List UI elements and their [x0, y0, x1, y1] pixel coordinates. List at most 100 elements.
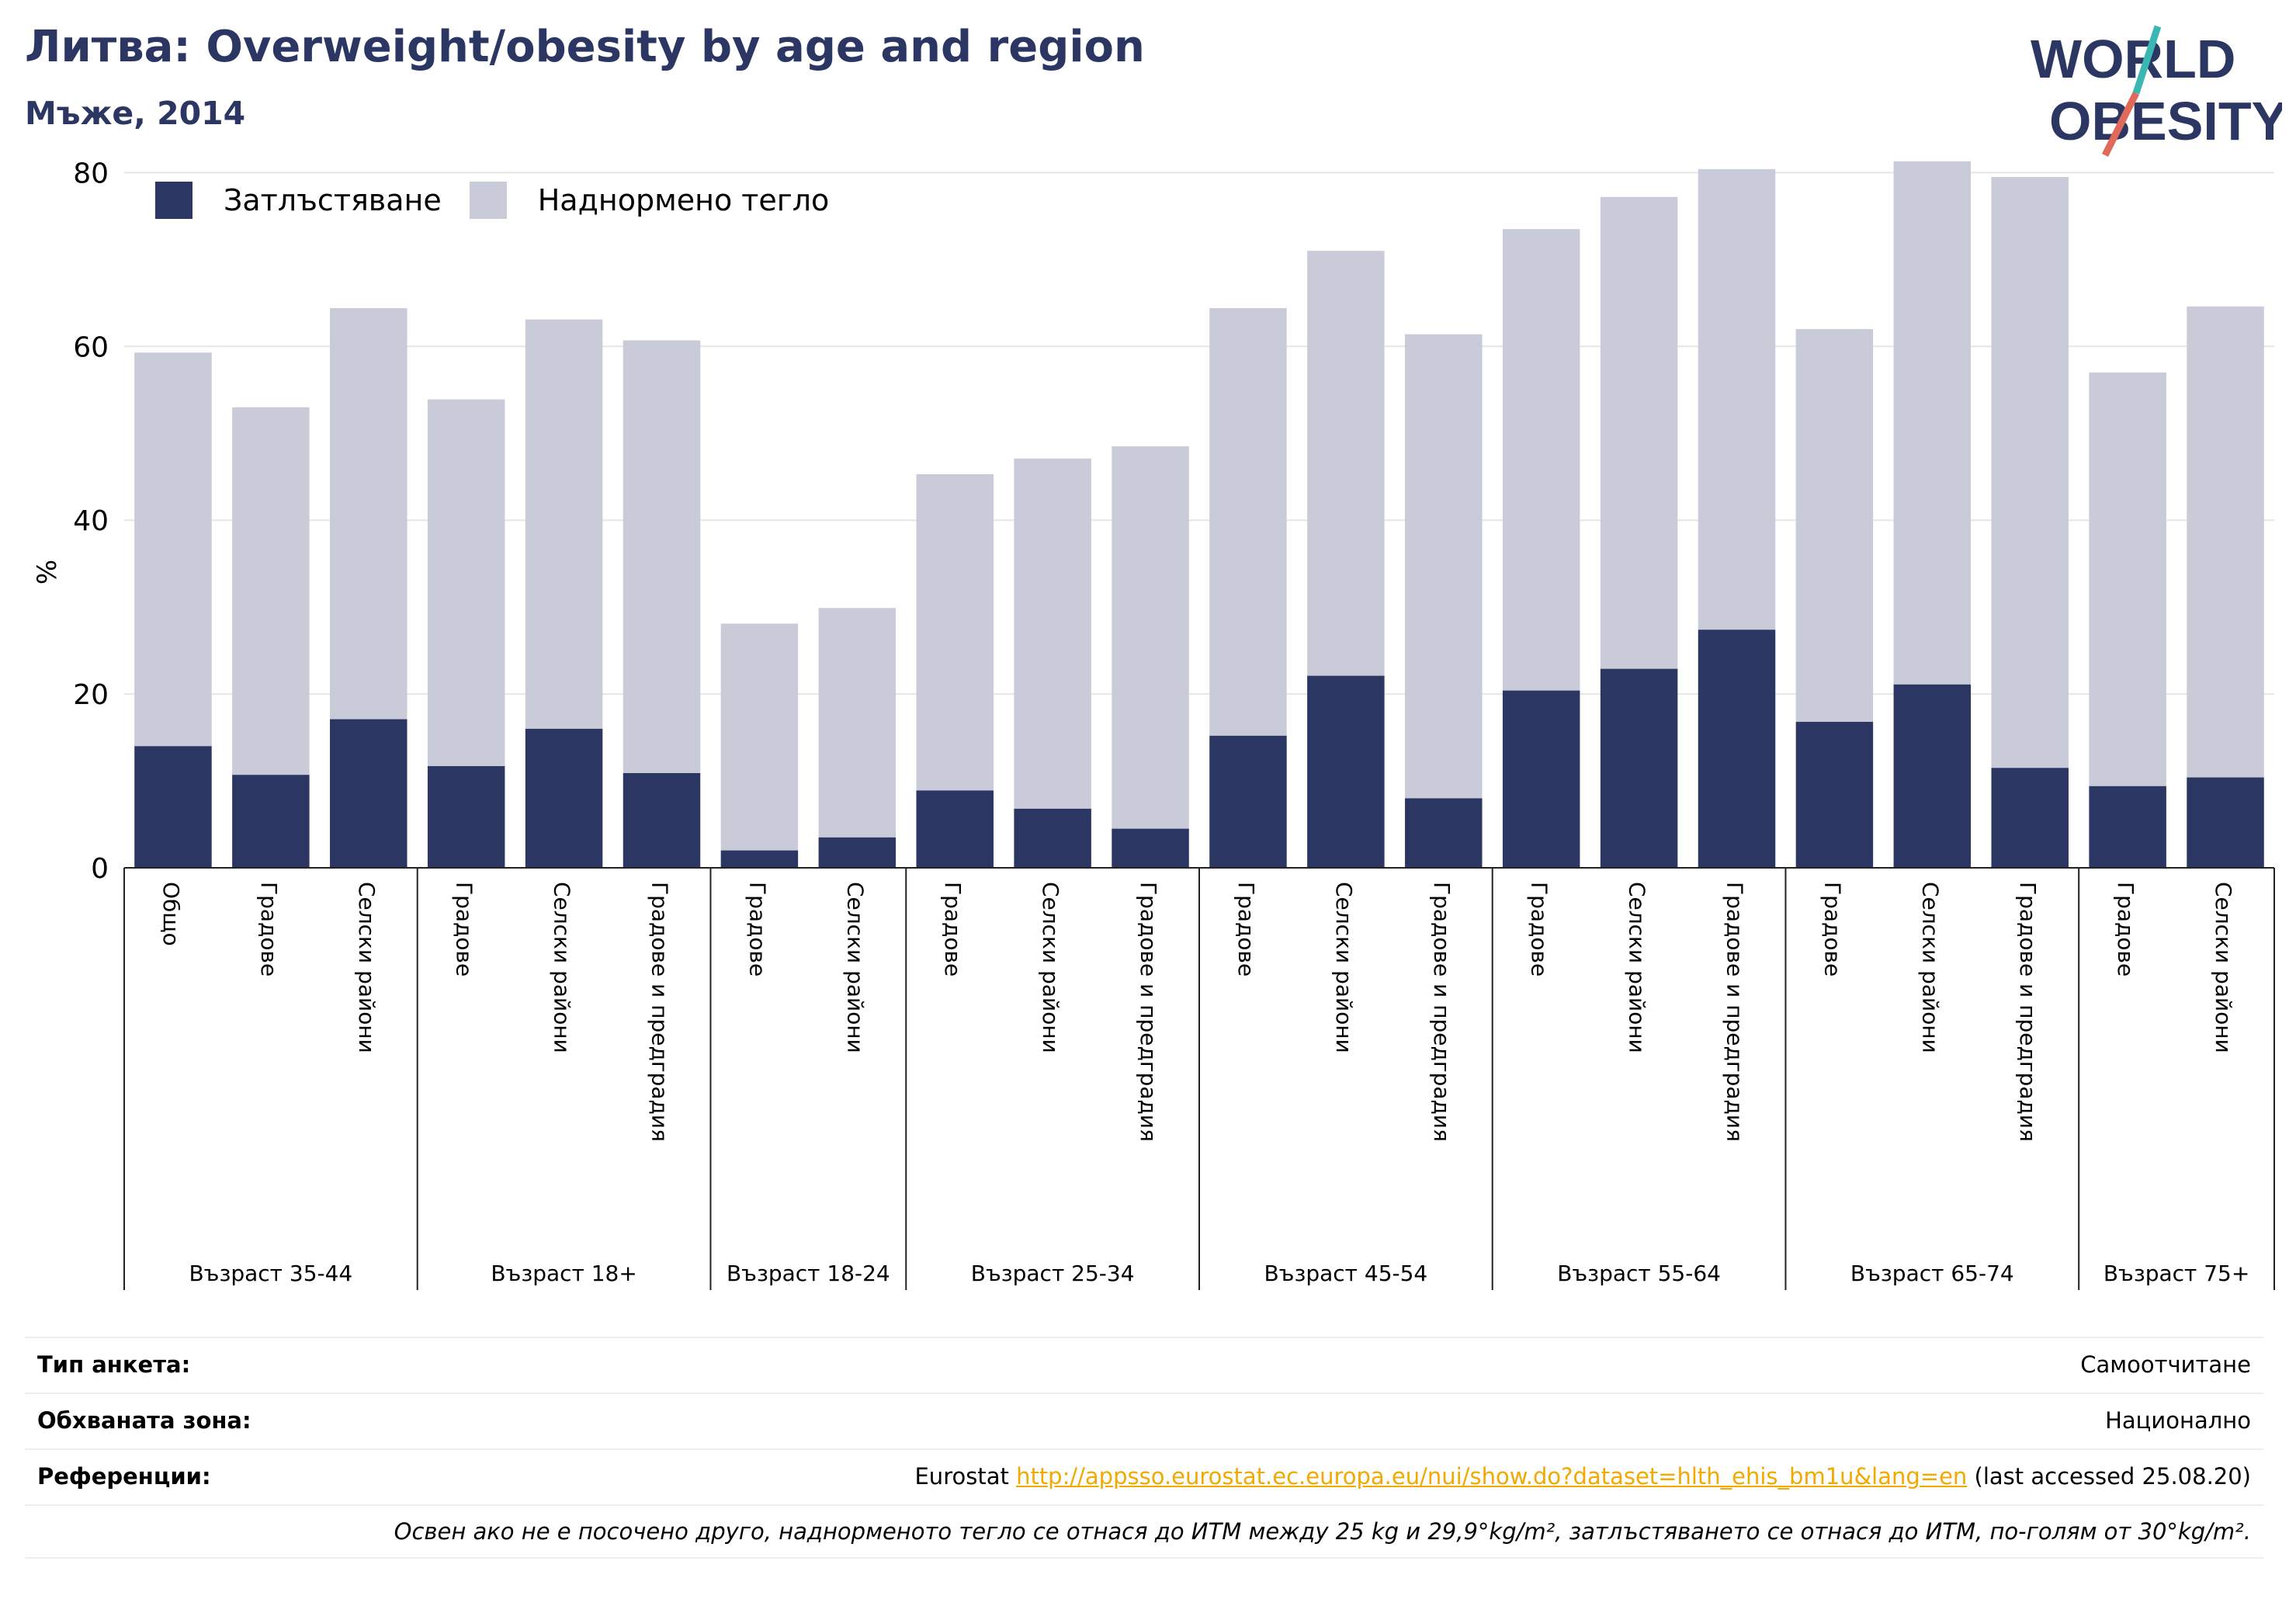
- references-value: Eurostat http://appsso.eurostat.ec.europ…: [914, 1463, 2251, 1490]
- x-category-label: Градове: [1527, 882, 1552, 976]
- y-axis-label: %: [32, 560, 63, 584]
- legend-swatch-obesity: [155, 182, 192, 219]
- bar-chart: 0 20 40 60 80% Общо Градове Селски райони Градов…: [32, 158, 2275, 1290]
- survey-type-row: Тип анкета: Самоотчитане: [25, 1337, 2263, 1391]
- bar-overweight: [818, 608, 897, 838]
- survey-type-value: Самоотчитане: [2080, 1351, 2251, 1378]
- bar-overweight: [1014, 458, 1091, 809]
- bar-obesity: [134, 746, 212, 868]
- x-group-label: Възраст 45-54: [1264, 1261, 1427, 1286]
- x-group-label: Възраст 35-44: [189, 1261, 352, 1286]
- x-category-label: Селски райони: [842, 882, 868, 1053]
- bar-overweight: [427, 399, 505, 767]
- references-link[interactable]: http://appsso.eurostat.ec.europa.eu/nui/…: [1016, 1463, 1968, 1490]
- legend-item-overweight[interactable]: Наднормено тегло: [469, 182, 830, 219]
- x-group-label: Възраст 75+: [2104, 1261, 2250, 1286]
- y-tick-label: 20: [73, 679, 109, 711]
- x-group-label: Възраст 25-34: [971, 1261, 1135, 1286]
- definition-note-row: Освен ако не е посочено друго, наднормен…: [25, 1504, 2263, 1559]
- bar-obesity: [232, 775, 310, 868]
- survey-type-label: Тип анкета:: [37, 1351, 191, 1378]
- bar-overweight: [1600, 196, 1678, 669]
- y-tick-label: 80: [73, 158, 109, 189]
- definition-note: Освен ако не е посочено друго, наднормен…: [394, 1518, 2251, 1545]
- bar-obesity: [1893, 684, 1972, 868]
- bar-obesity: [1209, 735, 1287, 868]
- bar-obesity: [427, 766, 505, 868]
- bar-overweight: [1405, 334, 1483, 799]
- bar-overweight: [1209, 308, 1287, 736]
- logo-slash-red: [2101, 91, 2140, 158]
- references-suffix: (last accessed 25.08.20): [1967, 1463, 2252, 1490]
- x-category-label: Селски райони: [2211, 882, 2236, 1053]
- bar-overweight: [1795, 328, 1874, 722]
- bar-obesity: [1698, 630, 1776, 868]
- bar-overweight: [330, 308, 408, 720]
- x-category-label: Градове: [2113, 882, 2138, 976]
- bar-overweight: [1893, 161, 1972, 685]
- x-group-label: Възраст 18+: [491, 1261, 637, 1286]
- chart-title: Литва: Overweight/obesity by age and reg…: [25, 22, 1145, 72]
- bar-obesity: [1991, 768, 2069, 868]
- references-prefix: Eurostat: [914, 1463, 1017, 1490]
- x-category-label: Градове и предградия: [1429, 882, 1455, 1142]
- bar-obesity: [720, 850, 799, 868]
- x-category-label: Градове и предградия: [2015, 882, 2041, 1142]
- bar-obesity: [330, 719, 408, 868]
- bar-overweight: [2187, 306, 2264, 778]
- bar-obesity: [1795, 721, 1874, 868]
- bar-obesity: [2187, 777, 2264, 868]
- coverage-area-row: Обхваната зона: Национално: [25, 1393, 2263, 1447]
- logo-slash-teal: [2132, 25, 2162, 95]
- x-category-label: Градове и предградия: [647, 882, 673, 1142]
- x-category-label: Селски райони: [1625, 882, 1650, 1053]
- bar-overweight: [720, 623, 799, 851]
- bar-overweight: [1502, 229, 1580, 691]
- legend-label-overweight: Наднормено тегло: [537, 183, 830, 217]
- logo-line-1: WORLD: [2031, 29, 2235, 89]
- x-category-label: Селски райони: [354, 882, 380, 1053]
- bar-overweight: [1307, 251, 1385, 676]
- bar-overweight: [1698, 168, 1776, 630]
- y-tick-label: 40: [73, 505, 109, 537]
- x-category-label: Градове: [256, 882, 282, 976]
- legend-item-obesity[interactable]: Затлъстяване: [155, 182, 442, 219]
- bar-obesity: [623, 772, 701, 868]
- bar-overweight: [1112, 446, 1189, 829]
- references-label: Референции:: [37, 1463, 211, 1490]
- chart-legend: Затлъстяване Наднормено тегло: [155, 177, 857, 224]
- coverage-area-value: Национално: [2105, 1407, 2251, 1434]
- x-category-label: Градове: [1819, 882, 1845, 976]
- bar-obesity: [1112, 828, 1189, 868]
- x-group-label: Възраст 18-24: [727, 1261, 890, 1286]
- x-category-label: Селски райони: [1038, 882, 1063, 1053]
- bar-overweight: [134, 352, 212, 747]
- x-category-label: Селски райони: [550, 882, 575, 1053]
- bar-obesity: [525, 728, 603, 868]
- references-row: Референции: Eurostat http://appsso.euros…: [25, 1448, 2263, 1503]
- bar-obesity: [1502, 690, 1580, 868]
- y-tick-label: 60: [73, 331, 109, 363]
- bar-overweight: [1991, 176, 2069, 768]
- bar-obesity: [1600, 668, 1678, 868]
- x-category-label: Градове и предградия: [1722, 882, 1748, 1142]
- x-category-label: Общо: [158, 882, 184, 946]
- bar-obesity: [2089, 786, 2166, 868]
- chart-subtitle: Мъже, 2014: [25, 95, 246, 132]
- bar-overweight: [623, 340, 701, 773]
- x-category-label: Селски райони: [1331, 882, 1357, 1053]
- coverage-area-label: Обхваната зона:: [37, 1407, 251, 1434]
- bar-overweight: [232, 407, 310, 775]
- bar-overweight: [916, 473, 994, 791]
- bar-obesity: [916, 790, 994, 868]
- bar-obesity: [818, 837, 897, 868]
- bar-obesity: [1014, 808, 1091, 868]
- bar-obesity: [1307, 675, 1385, 868]
- bar-overweight: [2089, 372, 2166, 786]
- x-category-label: Градове и предградия: [1136, 882, 1161, 1142]
- x-group-label: Възраст 65-74: [1850, 1261, 2014, 1286]
- bar-obesity: [1405, 798, 1483, 868]
- x-category-label: Градове: [940, 882, 966, 976]
- x-category-label: Градове: [744, 882, 770, 976]
- x-group-label: Възраст 55-64: [1557, 1261, 1721, 1286]
